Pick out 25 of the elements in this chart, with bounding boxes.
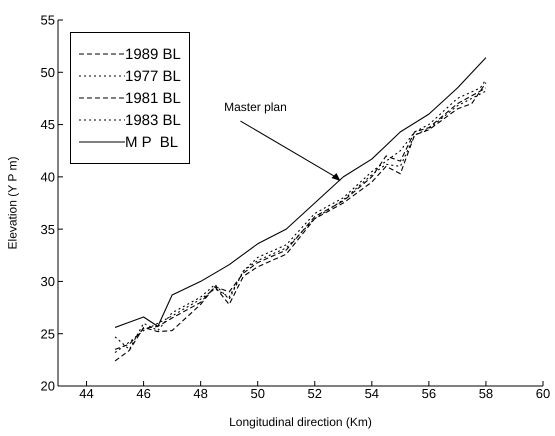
x-tick-label: 60 — [536, 386, 550, 402]
y-tick-label: 40 — [40, 169, 55, 184]
legend-label: M P BL — [125, 134, 178, 150]
y-tick-label: 25 — [40, 326, 55, 342]
y-axis-title: Elevation (Y P m) — [5, 156, 20, 250]
legend-label: 1977 BL — [125, 68, 181, 84]
y-tick-label: 30 — [40, 274, 55, 290]
y-tick-label: 45 — [40, 117, 55, 132]
x-tick-label: 58 — [478, 386, 494, 402]
legend-label: 1989 BL — [125, 46, 181, 62]
x-tick-label: 52 — [308, 386, 322, 402]
annotation: Master plan — [224, 100, 287, 114]
x-tick-label: 54 — [364, 386, 380, 402]
x-tick-label: 50 — [250, 386, 265, 402]
legend-label: 1981 BL — [125, 90, 181, 106]
x-tick-label: 44 — [79, 386, 94, 402]
y-tick-label: 55 — [40, 12, 55, 28]
x-tick-label: 46 — [136, 386, 151, 402]
y-tick-label: 20 — [40, 378, 55, 394]
x-tick-label: 48 — [193, 386, 208, 402]
y-tick-label: 35 — [40, 222, 55, 237]
legend-label: 1983 BL — [125, 112, 181, 128]
y-tick-label: 50 — [40, 64, 55, 80]
x-axis-title: Longitudinal direction (Km) — [229, 415, 372, 429]
x-tick-label: 56 — [422, 386, 436, 402]
